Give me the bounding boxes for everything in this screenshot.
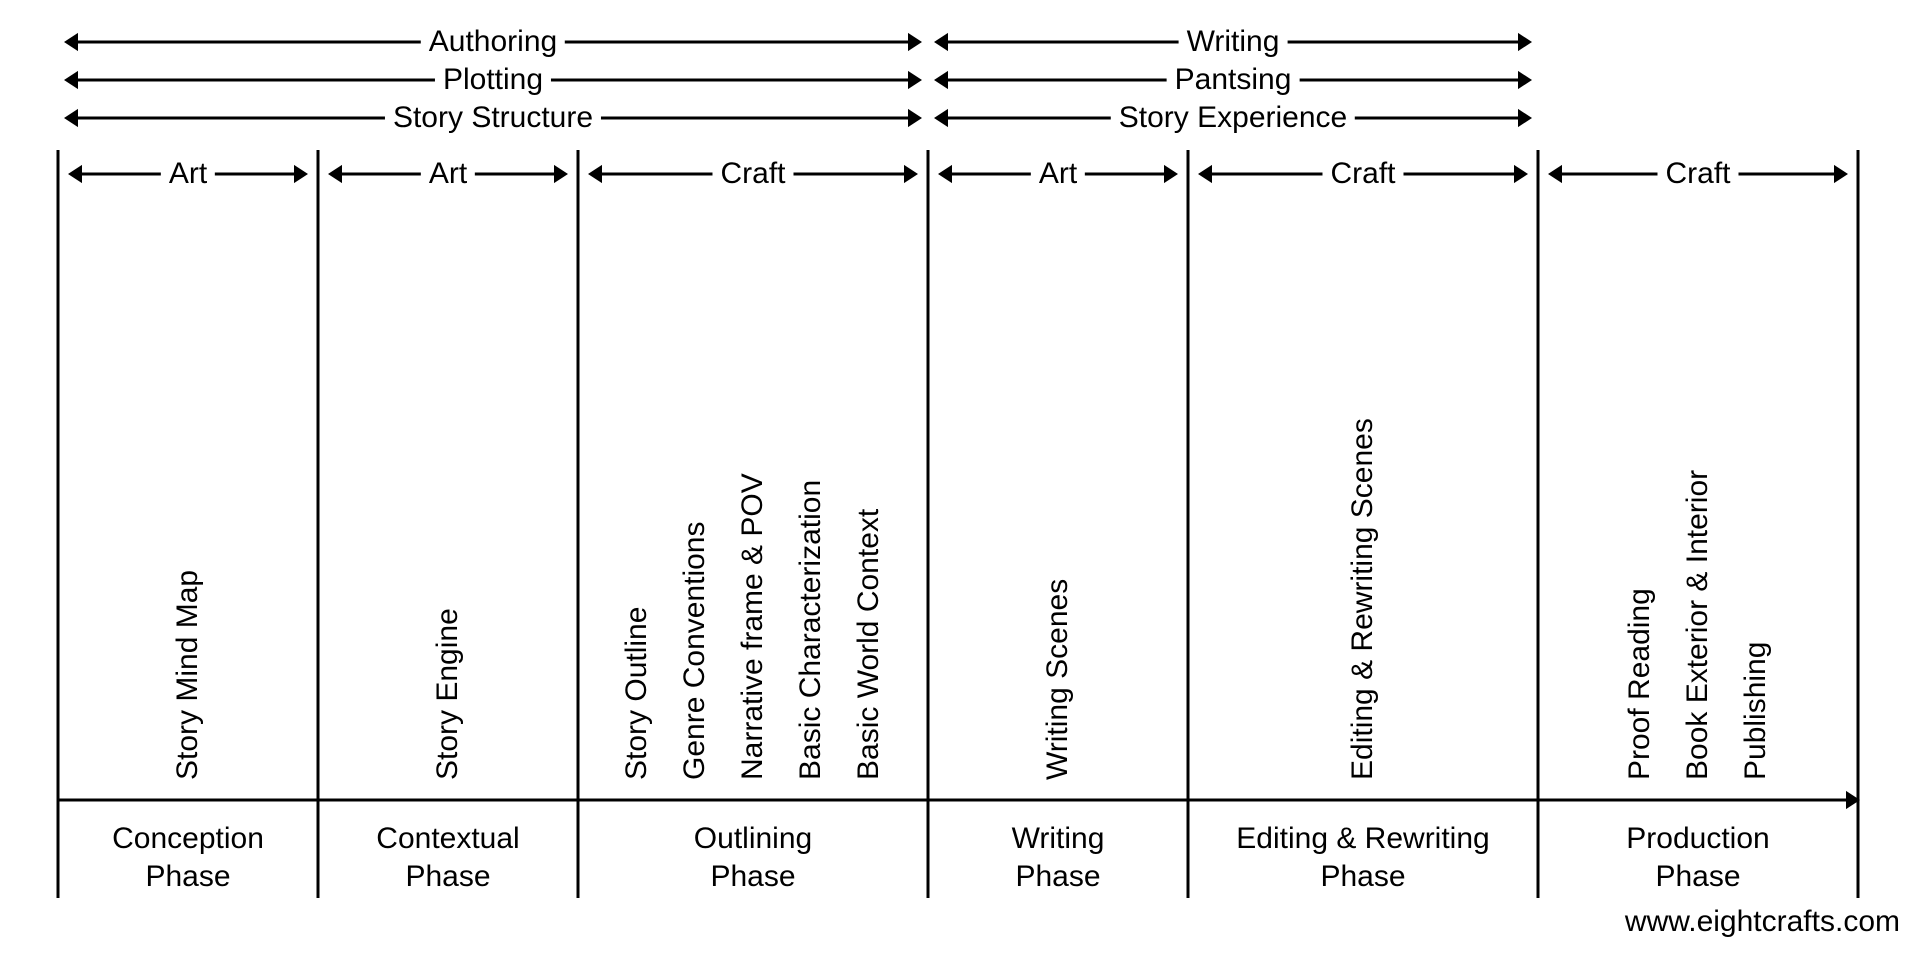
phase-label-line2: Phase bbox=[405, 860, 490, 893]
phase-label-line1: Production bbox=[1626, 822, 1769, 855]
top-span-label: Writing bbox=[1179, 25, 1288, 59]
top-span-label: Pantsing bbox=[1167, 63, 1300, 97]
phase-label-line2: Phase bbox=[145, 860, 230, 893]
phase-label-line1: Conception bbox=[112, 822, 264, 855]
diagram-lines bbox=[20, 20, 1900, 940]
artcraft-label: Art bbox=[1031, 157, 1085, 191]
phase-label-line2: Phase bbox=[710, 860, 795, 893]
column-item: Publishing bbox=[1739, 642, 1773, 780]
column-item: Basic World Context bbox=[852, 509, 886, 780]
top-span-label: Story Experience bbox=[1111, 101, 1355, 135]
top-span-label: Authoring bbox=[421, 25, 565, 59]
phase-label-line2: Phase bbox=[1320, 860, 1405, 893]
phase-label: Production Phase bbox=[1626, 820, 1769, 895]
artcraft-label: Craft bbox=[712, 157, 793, 191]
phase-label-line2: Phase bbox=[1015, 860, 1100, 893]
phase-label-line1: Outlining bbox=[694, 822, 812, 855]
phase-label: Writing Phase bbox=[1012, 820, 1105, 895]
phase-label-line1: Contextual bbox=[376, 822, 519, 855]
column-item: Genre Conventions bbox=[678, 522, 712, 781]
column-item: Book Exterior & Interior bbox=[1681, 470, 1715, 780]
artcraft-label: Art bbox=[421, 157, 475, 191]
phase-label: Outlining Phase bbox=[694, 820, 812, 895]
artcraft-label: Craft bbox=[1322, 157, 1403, 191]
column-item: Story Mind Map bbox=[171, 570, 205, 780]
column-item: Story Outline bbox=[620, 607, 654, 780]
footer-url: www.eightcrafts.com bbox=[1625, 905, 1900, 939]
phase-label-line2: Phase bbox=[1655, 860, 1740, 893]
artcraft-label: Craft bbox=[1657, 157, 1738, 191]
phase-label-line1: Writing bbox=[1012, 822, 1105, 855]
column-item: Writing Scenes bbox=[1041, 579, 1075, 780]
writing-phases-diagram: Authoring Writing Plotting Pantsing Story St… bbox=[20, 20, 1900, 940]
column-item: Editing & Rewriting Scenes bbox=[1346, 418, 1380, 780]
top-span-label: Plotting bbox=[435, 63, 551, 97]
phase-label: Conception Phase bbox=[112, 820, 264, 895]
top-span-label: Story Structure bbox=[385, 101, 601, 135]
column-item: Story Engine bbox=[431, 608, 465, 780]
column-item: Narrative frame & POV bbox=[736, 473, 770, 780]
phase-label: Editing & Rewriting Phase bbox=[1236, 820, 1489, 895]
phase-label-line1: Editing & Rewriting bbox=[1236, 822, 1489, 855]
column-item: Basic Characterization bbox=[794, 480, 828, 780]
phase-label: Contextual Phase bbox=[376, 820, 519, 895]
artcraft-label: Art bbox=[161, 157, 215, 191]
column-item: Proof Reading bbox=[1623, 588, 1657, 780]
